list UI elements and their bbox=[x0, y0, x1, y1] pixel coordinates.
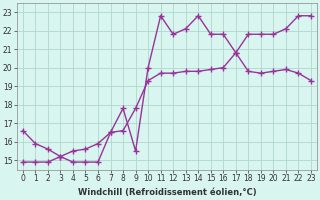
X-axis label: Windchill (Refroidissement éolien,°C): Windchill (Refroidissement éolien,°C) bbox=[77, 188, 256, 197]
